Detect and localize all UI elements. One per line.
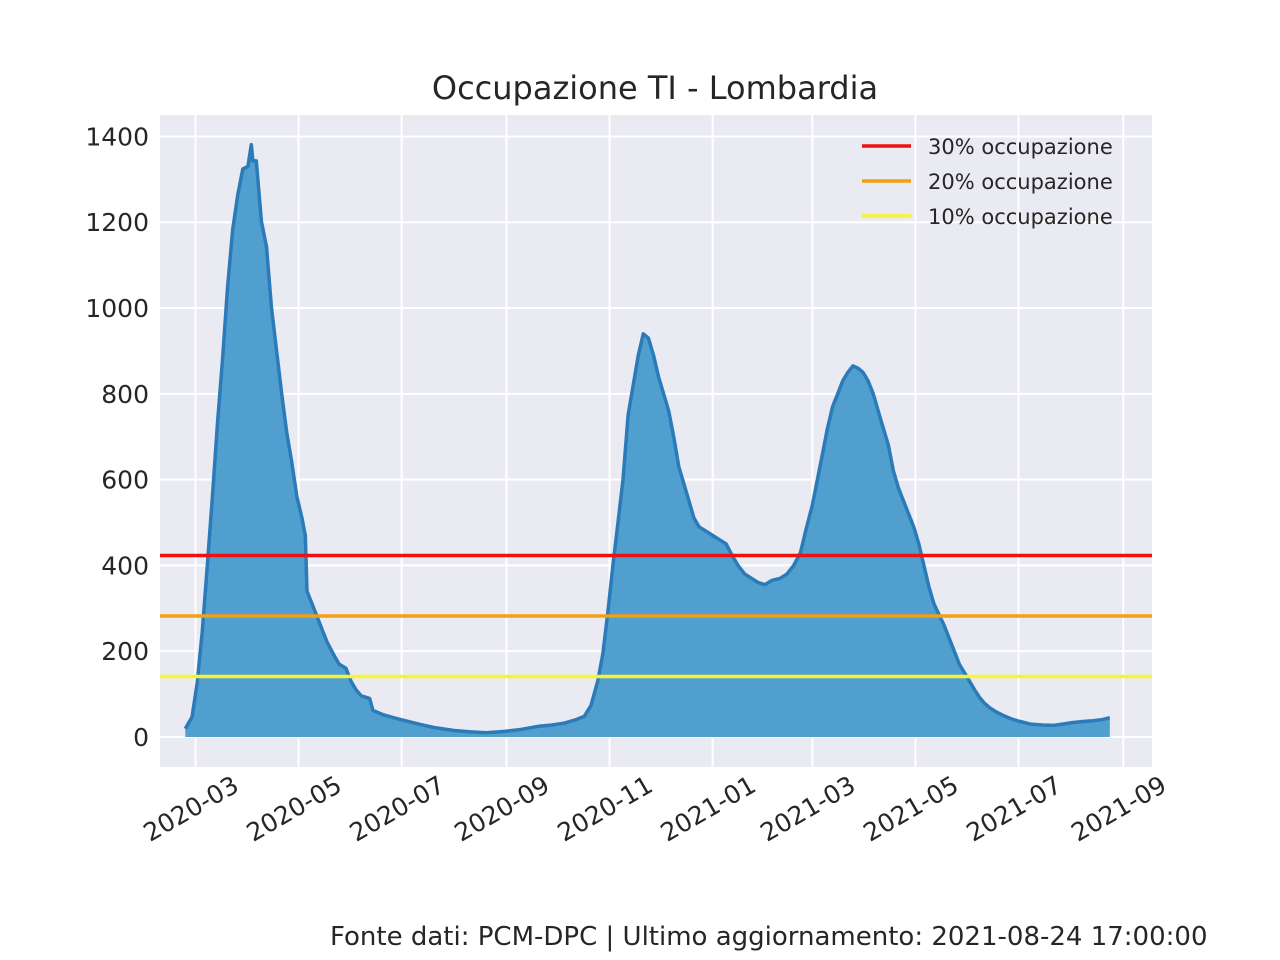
data-source-footer: Fonte dati: PCM-DPC | Ultimo aggiornamen…: [330, 922, 1208, 952]
x-tick-label: 2020-03: [139, 770, 244, 847]
x-tick-label: 2020-11: [553, 770, 658, 847]
y-tick-label: 1200: [85, 208, 149, 237]
x-tick-label: 2020-07: [345, 770, 450, 847]
x-tick-label: 2021-07: [962, 770, 1067, 847]
y-tick-label: 0: [133, 723, 149, 752]
area-series: [183, 142, 1111, 737]
x-tick-label: 2021-01: [656, 770, 761, 847]
y-axis-ticks: 0 200 400 600 800 1000 1200 1400: [85, 122, 149, 752]
area-line: [183, 142, 1111, 735]
legend-label: 30% occupazione: [928, 135, 1113, 159]
x-tick-label: 2021-03: [755, 770, 860, 847]
y-tick-label: 200: [101, 637, 149, 666]
reference-lines: [160, 553, 1152, 679]
y-tick-label: 600: [101, 466, 149, 495]
x-tick-label: 2021-09: [1066, 770, 1171, 847]
y-tick-label: 400: [101, 551, 149, 580]
x-tick-label: 2021-05: [858, 770, 963, 847]
chart-title: Occupazione TI - Lombardia: [432, 69, 878, 107]
y-tick-label: 1000: [85, 294, 149, 323]
legend: 30% occupazione 20% occupazione 10% occupa…: [862, 135, 1113, 229]
legend-label: 20% occupazione: [928, 170, 1113, 194]
x-tick-label: 2020-09: [449, 770, 554, 847]
y-tick-label: 1400: [85, 122, 149, 151]
y-tick-label: 800: [101, 380, 149, 409]
area-fill: [185, 144, 1110, 737]
legend-label: 10% occupazione: [928, 205, 1113, 229]
x-tick-label: 2020-05: [242, 770, 347, 847]
